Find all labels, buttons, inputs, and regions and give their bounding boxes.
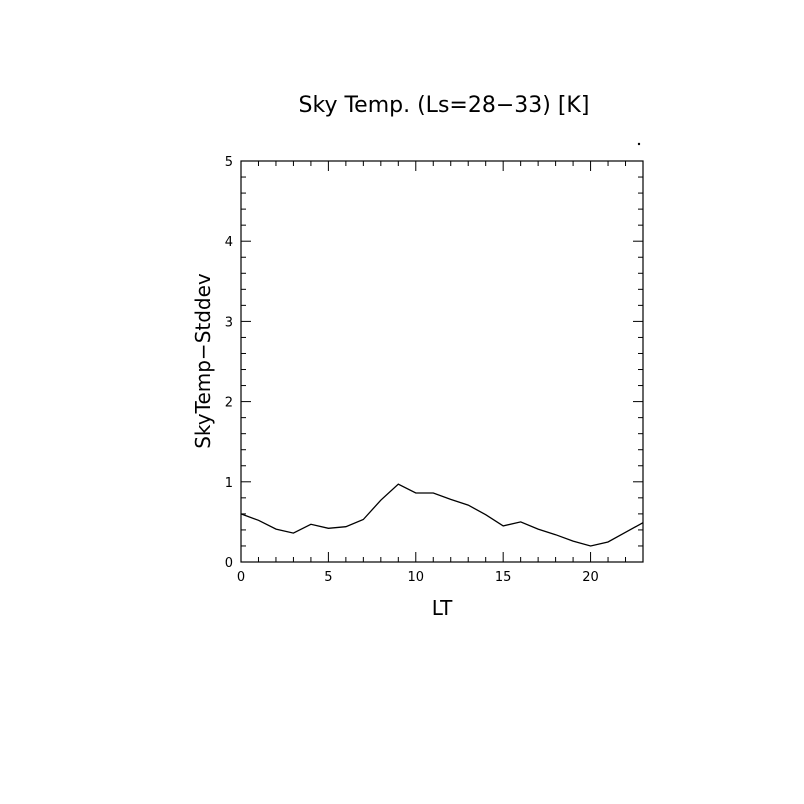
x-tick-label: 0 xyxy=(237,570,245,585)
series-line xyxy=(240,483,644,547)
axis-ticks xyxy=(240,160,644,563)
y-axis-label: SkyTemp−Stddev xyxy=(191,273,215,449)
chart-title: Sky Temp. (Ls=28−33) [K] xyxy=(299,93,590,118)
y-tick-label: 0 xyxy=(225,556,233,571)
y-tick-label: 1 xyxy=(225,476,233,491)
y-tick-label: 3 xyxy=(225,315,233,330)
x-tick-label: 10 xyxy=(408,570,425,585)
y-tick-label: 5 xyxy=(225,155,233,170)
y-tick-label: 2 xyxy=(225,396,233,411)
plot-frame xyxy=(240,160,644,563)
corner-dot xyxy=(637,142,641,146)
x-tick-label: 5 xyxy=(324,570,332,585)
x-axis-label: LT xyxy=(432,596,453,620)
x-tick-label: 15 xyxy=(495,570,512,585)
y-tick-label: 4 xyxy=(225,235,233,250)
x-tick-label: 20 xyxy=(582,570,599,585)
tick-labels: 0 5 10 15 20 0 1 2 3 4 5 xyxy=(225,155,599,585)
